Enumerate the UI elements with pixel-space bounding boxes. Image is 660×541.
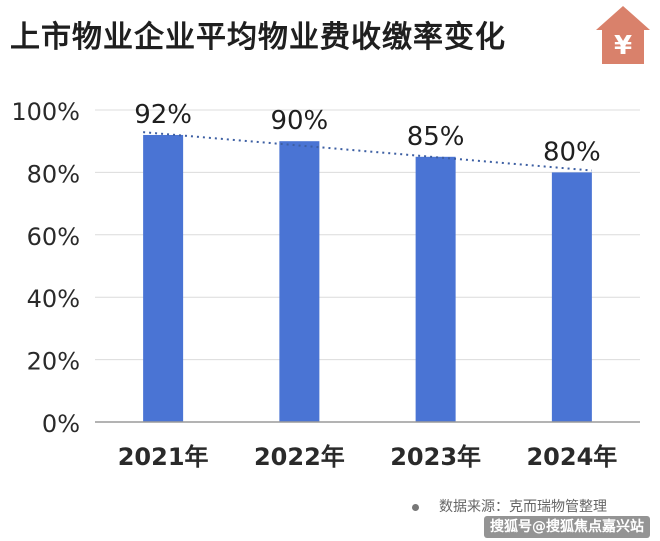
house-yuan-icon: ¥ [596,6,650,64]
bar [143,134,184,422]
watermark: 搜狐号@搜狐焦点嘉兴站 [484,516,650,538]
y-tick-label: 0% [42,410,80,438]
trend-line [143,131,592,172]
x-tick-label: 2022年 [254,443,345,471]
icon-glyph: ¥ [614,31,632,61]
y-tick-label: 100% [11,98,80,126]
data-label: 92% [134,100,192,130]
bar [279,141,320,422]
y-tick-label: 80% [27,160,80,188]
bar [415,156,456,423]
y-tick-label: 60% [27,223,80,251]
x-tick-label: 2023年 [390,443,481,471]
data-label: 85% [407,122,465,152]
data-label: 90% [270,106,328,136]
bar [551,172,592,422]
source-note: 数据来源：克而瑞物管整理 [412,496,607,516]
bullet-dot [412,503,419,511]
chart-title: 上市物业企业平均物业费收缴率变化 [10,20,506,55]
x-tick-label: 2021年 [118,443,209,471]
data-label: 80% [543,137,601,167]
y-tick-label: 40% [27,285,80,313]
source-text: 数据来源：克而瑞物管整理 [439,499,607,515]
y-tick-label: 20% [27,348,80,376]
x-tick-label: 2024年 [526,443,617,471]
